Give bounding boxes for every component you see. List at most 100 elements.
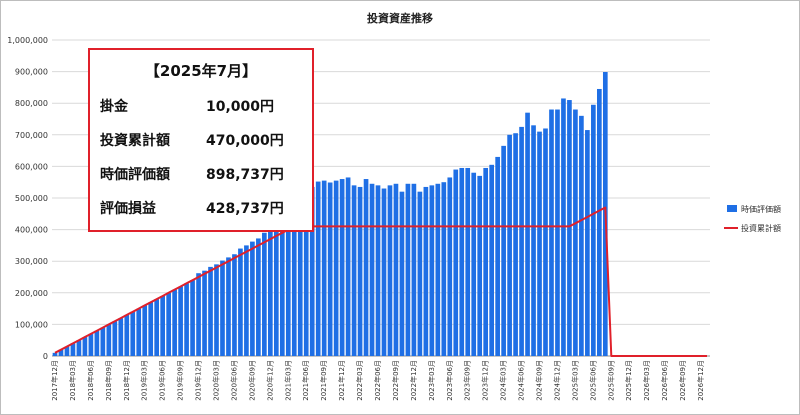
x-tick-label: 2018年09月 bbox=[104, 360, 113, 401]
x-tick-label: 2020年12月 bbox=[265, 360, 274, 401]
bar bbox=[357, 186, 363, 356]
bar bbox=[202, 270, 207, 356]
x-axis-ticks: 2017年12月 2018年03月 2018年06月 2018年09月 2018年12月… bbox=[50, 360, 705, 401]
x-tick-label: 2019年03月 bbox=[140, 360, 149, 401]
x-tick-label: 2022年03月 bbox=[355, 360, 364, 401]
bar bbox=[118, 318, 124, 356]
bar bbox=[88, 333, 94, 356]
y-tick-label: 200,000 bbox=[15, 289, 48, 298]
bar bbox=[549, 109, 554, 357]
x-tick-label: 2024年09月 bbox=[535, 360, 544, 401]
bar bbox=[381, 188, 387, 356]
bar bbox=[124, 314, 130, 356]
summary-value: 10,000円 bbox=[206, 99, 275, 115]
bar bbox=[411, 183, 417, 356]
bar bbox=[309, 186, 315, 356]
bar bbox=[172, 289, 177, 356]
summary-label: 評価損益 bbox=[100, 201, 156, 217]
bar bbox=[333, 180, 339, 356]
bar bbox=[507, 134, 512, 356]
x-tick-label: 2019年12月 bbox=[194, 360, 203, 401]
x-tick-label: 2022年12月 bbox=[409, 360, 418, 401]
x-tick-label: 2019年09月 bbox=[176, 360, 185, 401]
bar bbox=[256, 238, 261, 356]
bar bbox=[142, 305, 148, 356]
bar bbox=[238, 248, 243, 356]
summary-value: 428,737円 bbox=[206, 201, 284, 217]
bar bbox=[285, 210, 291, 356]
bar bbox=[519, 126, 524, 357]
bar bbox=[184, 283, 189, 356]
bar bbox=[315, 181, 321, 356]
bar bbox=[543, 128, 548, 356]
bar bbox=[417, 191, 423, 356]
y-tick-label: 700,000 bbox=[15, 131, 48, 140]
bar bbox=[393, 183, 399, 356]
bar bbox=[555, 109, 560, 357]
y-tick-label: 400,000 bbox=[15, 226, 48, 235]
x-tick-label: 2026年12月 bbox=[696, 360, 705, 401]
bar bbox=[537, 131, 542, 356]
bar bbox=[112, 321, 118, 356]
bar bbox=[447, 177, 453, 356]
legend-label-line: 投資累計額 bbox=[741, 223, 781, 233]
bar bbox=[52, 352, 58, 356]
bar bbox=[279, 216, 285, 356]
bar bbox=[226, 257, 231, 356]
bar bbox=[567, 100, 572, 356]
summary-label: 時価評価額 bbox=[100, 167, 170, 183]
bar bbox=[232, 254, 237, 356]
bar bbox=[190, 280, 195, 356]
bar bbox=[459, 167, 465, 356]
bar bbox=[339, 179, 345, 356]
summary-value: 470,000円 bbox=[206, 133, 284, 149]
bar bbox=[94, 330, 100, 356]
bar bbox=[154, 299, 160, 356]
bar bbox=[453, 169, 459, 356]
x-tick-label: 2018年12月 bbox=[122, 360, 131, 401]
bar bbox=[489, 164, 494, 356]
bar bbox=[64, 346, 70, 356]
bar bbox=[70, 343, 76, 356]
x-tick-label: 2025年12月 bbox=[624, 360, 633, 401]
y-tick-label: 500,000 bbox=[15, 194, 48, 203]
bar bbox=[106, 324, 112, 356]
x-tick-label: 2021年03月 bbox=[283, 360, 292, 401]
x-tick-label: 2026年06月 bbox=[660, 360, 669, 401]
bar bbox=[423, 186, 429, 356]
y-tick-label: 0 bbox=[43, 352, 48, 361]
bar bbox=[303, 191, 309, 356]
bar bbox=[471, 172, 477, 356]
legend-label-bar: 時価評価額 bbox=[741, 204, 781, 214]
bar bbox=[441, 182, 447, 356]
bar bbox=[130, 311, 136, 356]
bar bbox=[148, 302, 154, 356]
bar bbox=[327, 182, 333, 356]
legend-swatch-bar bbox=[727, 205, 737, 212]
bar bbox=[531, 125, 536, 356]
bar-series bbox=[52, 71, 608, 357]
summary-row-gain-loss: 評価損益 428,737円 bbox=[100, 198, 304, 220]
bar bbox=[262, 232, 267, 356]
bar bbox=[82, 337, 88, 356]
x-tick-label: 2017年12月 bbox=[50, 360, 59, 401]
bar bbox=[136, 308, 142, 356]
summary-label: 掛金 bbox=[100, 99, 128, 115]
bar bbox=[196, 273, 201, 356]
bar bbox=[591, 104, 596, 356]
legend: 時価評価額 投資累計額 bbox=[724, 204, 781, 233]
bar bbox=[525, 112, 530, 357]
y-tick-label: 900,000 bbox=[15, 68, 48, 77]
x-tick-label: 2021年12月 bbox=[337, 360, 346, 401]
bar bbox=[405, 183, 411, 356]
bar bbox=[297, 198, 303, 356]
y-axis-ticks: 0 100,000 200,000 300,000 400,000 500,000 600,… bbox=[7, 36, 48, 361]
x-tick-label: 2018年03月 bbox=[68, 360, 77, 401]
bar bbox=[244, 245, 249, 356]
x-tick-label: 2026年09月 bbox=[678, 360, 687, 401]
bar bbox=[250, 241, 255, 356]
summary-value: 898,737円 bbox=[206, 167, 284, 183]
line-series bbox=[54, 206, 707, 357]
bar bbox=[579, 115, 584, 356]
bar bbox=[166, 292, 171, 356]
